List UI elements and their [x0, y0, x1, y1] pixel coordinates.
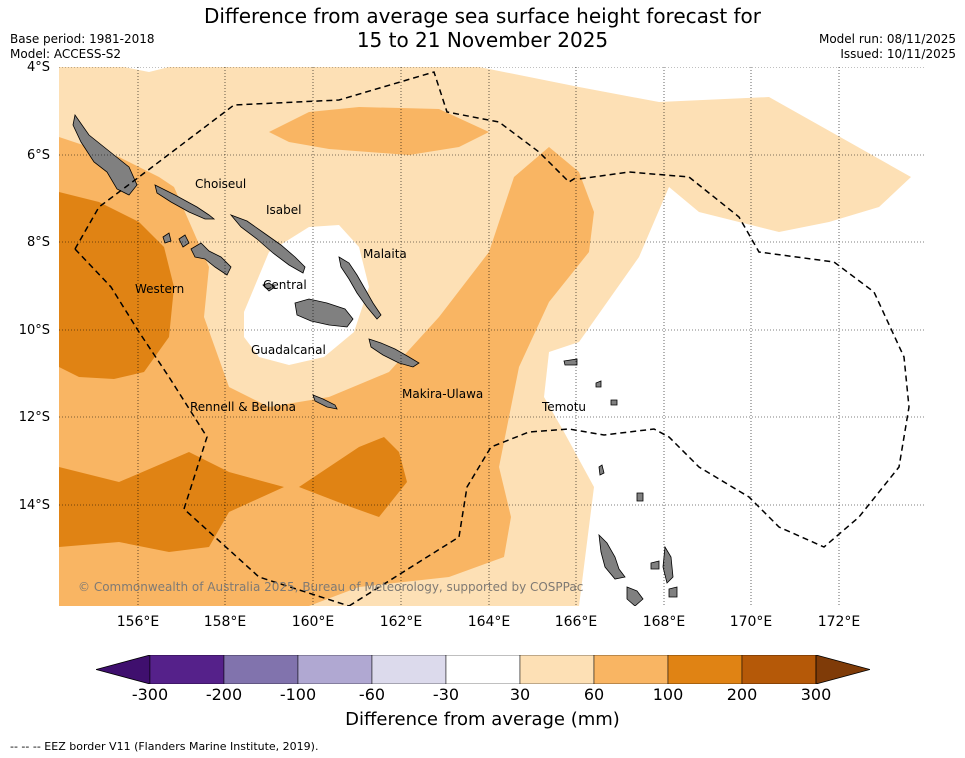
lon-label-156e: 156°E — [116, 614, 160, 630]
colorbar-bin-8 — [667, 655, 743, 684]
island-vanuatu-2 — [626, 586, 644, 606]
place-label-makira: Makira-Ulawa — [402, 387, 484, 401]
colorbar-bin-5 — [445, 655, 521, 684]
colorbar-bin-4 — [371, 655, 447, 684]
lat-label-14s: 14°S — [18, 498, 50, 513]
lon-label-158e: 158°E — [203, 614, 247, 630]
island-banks — [636, 492, 644, 502]
colorbar-tick-300: 300 — [800, 685, 832, 704]
place-label-temotu: Temotu — [542, 400, 587, 414]
colorbar-bin-7 — [593, 655, 669, 684]
place-label-central: Central — [263, 278, 307, 292]
island-guadalcanal — [294, 298, 354, 328]
island-torres — [598, 464, 605, 476]
colorbar-tick-m300: -300 — [131, 685, 169, 704]
lat-label-12s: 12°S — [18, 410, 50, 425]
island-temotu-3 — [610, 399, 618, 406]
colorbar-tick-60: 60 — [583, 685, 605, 704]
island-makira — [368, 338, 420, 368]
lat-label-4s: 4°S — [26, 60, 50, 75]
island-choiseul — [154, 184, 216, 220]
colorbar-extend-high — [815, 655, 870, 684]
model-run: Model run: 08/11/2025 — [818, 32, 956, 46]
issued-date: Issued: 10/11/2025 — [840, 47, 956, 61]
place-label-choiseul: Choiseul — [195, 177, 247, 191]
lon-label-166e: 166°E — [554, 614, 598, 630]
lon-label-162e: 162°E — [379, 614, 423, 630]
copyright-notice: © Commonwealth of Australia 2025, Bureau… — [78, 580, 584, 594]
colorbar-bin-9 — [741, 655, 817, 684]
place-label-isabel: Isabel — [266, 203, 302, 217]
colorbar-tick-30: 30 — [509, 685, 531, 704]
place-label-western: Western — [135, 282, 185, 296]
lon-label-170e: 170°E — [729, 614, 773, 630]
lat-label-10s: 10°S — [18, 323, 50, 338]
colorbar-tick-200: 200 — [726, 685, 758, 704]
place-label-malaita: Malaita — [363, 247, 407, 261]
colorbar-bin-2 — [223, 655, 299, 684]
model-name: Model: ACCESS-S2 — [10, 47, 122, 61]
island-temotu-1 — [563, 358, 578, 366]
lat-label-6s: 6°S — [26, 148, 50, 163]
colorbar-bin-1 — [149, 655, 225, 684]
island-isabel — [229, 214, 306, 274]
contour-100-200-south — [59, 452, 284, 552]
island-malaita — [338, 256, 382, 320]
colorbar-tick-m200: -200 — [205, 685, 243, 704]
colorbar-tick-100: 100 — [652, 685, 684, 704]
island-vanuatu-1 — [598, 533, 626, 580]
contour-100-200-west — [59, 192, 174, 379]
island-vanuatu-5 — [668, 586, 678, 598]
island-vanuatu-4 — [650, 560, 660, 570]
lon-label-164e: 164°E — [467, 614, 511, 630]
islands — [72, 114, 678, 606]
place-label-guadalcanal: Guadalcanal — [251, 343, 326, 357]
contour-60-100-north — [269, 107, 489, 155]
island-kolombangara — [178, 234, 190, 248]
colorbar-tick-m30: -30 — [432, 685, 460, 704]
colorbar-tick-m100: -100 — [279, 685, 317, 704]
colorbar-tick-m60: -60 — [358, 685, 386, 704]
lon-label-168e: 168°E — [642, 614, 686, 630]
lon-label-172e: 172°E — [817, 614, 861, 630]
eez-legend-note: -- -- -- EEZ border V11 (Flanders Marine… — [10, 740, 319, 753]
island-bougainville — [72, 114, 138, 196]
graticule — [59, 67, 926, 606]
colorbar-title: Difference from average (mm) — [345, 709, 620, 730]
island-florida — [262, 282, 276, 292]
island-vella — [162, 232, 172, 244]
contour-100-200-central — [299, 437, 407, 517]
lon-label-160e: 160°E — [291, 614, 335, 630]
base-period: Base period: 1981-2018 — [10, 32, 155, 46]
place-label-rennell: Rennell & Bellona — [190, 400, 297, 414]
chart-title-line2: 15 to 21 November 2025 — [356, 28, 609, 52]
eez-border — [74, 71, 910, 606]
lat-label-8s: 8°S — [26, 235, 50, 250]
island-temotu-2 — [595, 380, 602, 388]
colorbar-bin-3 — [297, 655, 373, 684]
island-rennell — [312, 394, 338, 410]
island-vanuatu-3 — [662, 545, 674, 584]
sea-height-map — [59, 67, 926, 606]
chart-title-line1: Difference from average sea surface heig… — [203, 4, 762, 28]
island-newgeorgia — [190, 242, 232, 276]
colorbar-extend-low — [96, 655, 151, 684]
colorbar-bin-6 — [519, 655, 595, 684]
colorbar — [96, 655, 870, 684]
